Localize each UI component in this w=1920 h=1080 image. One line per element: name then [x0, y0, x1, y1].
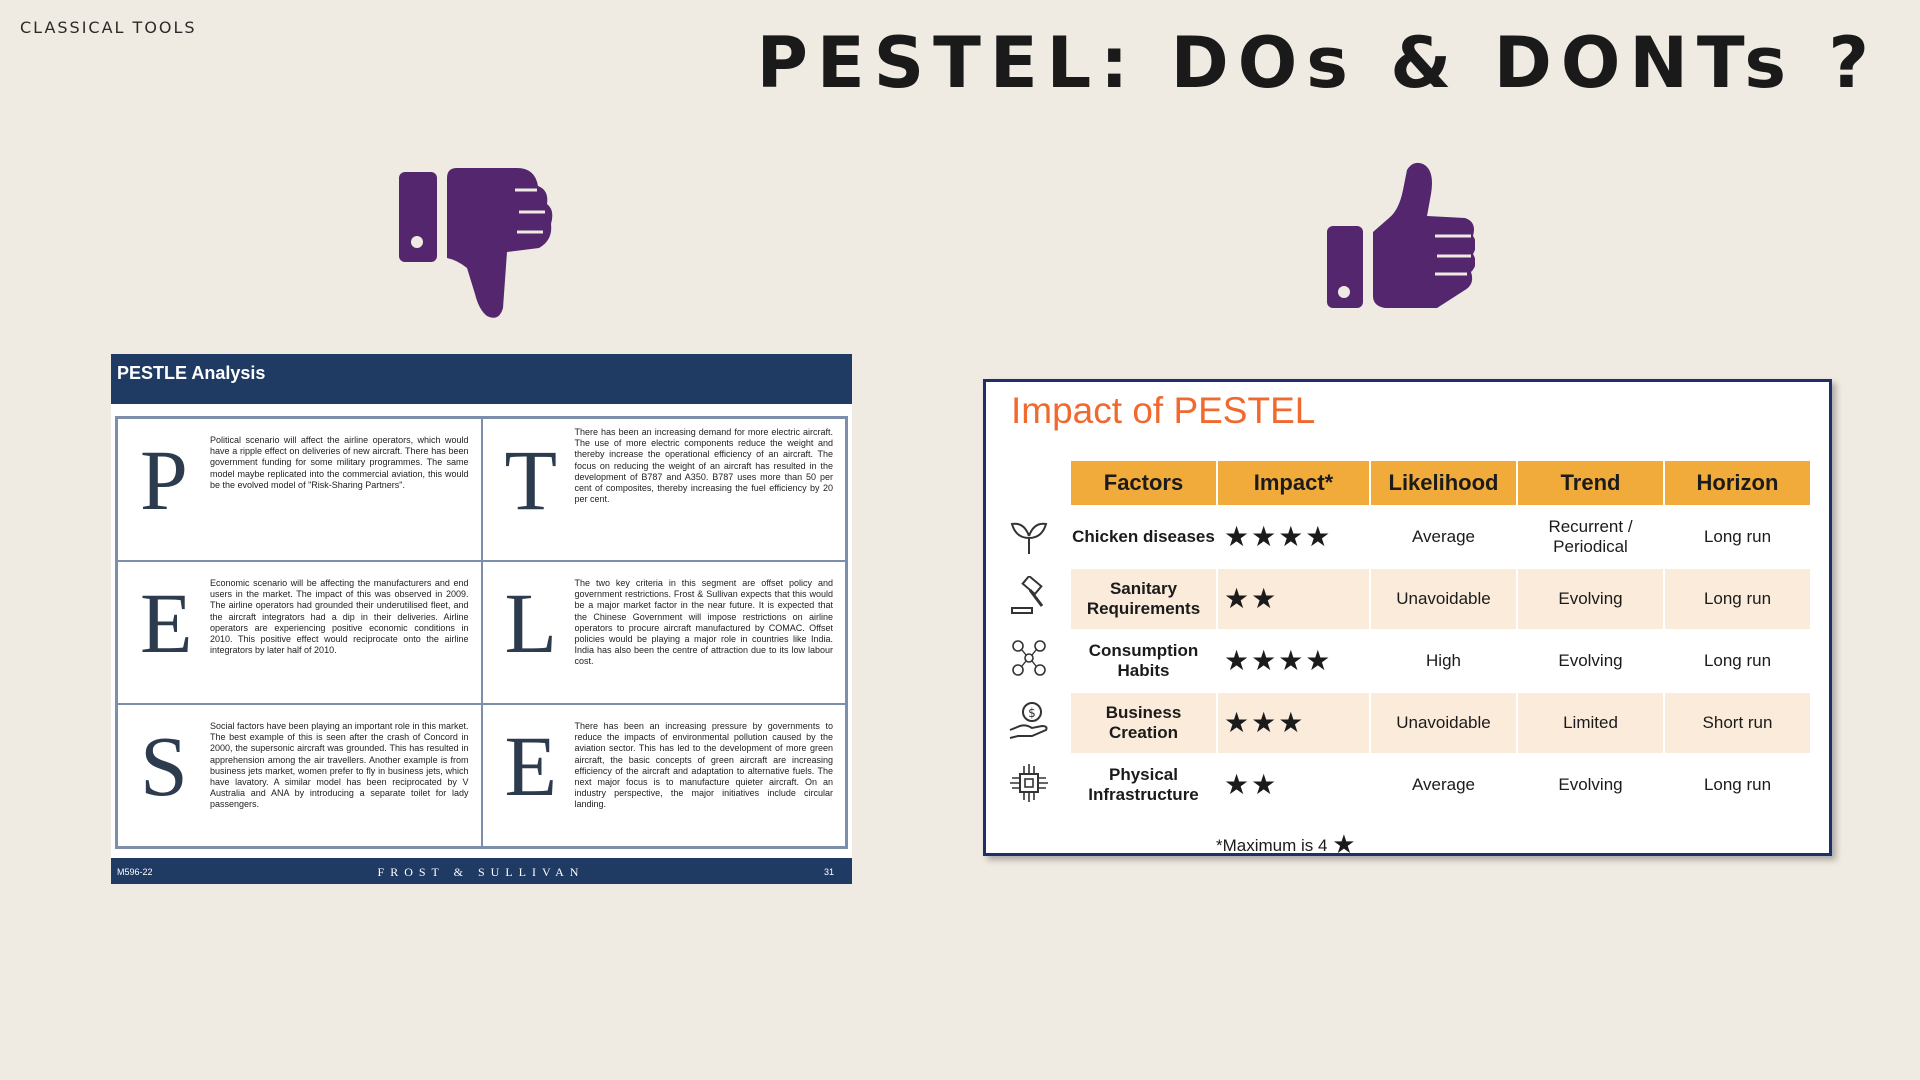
- horizon-cell: Long run: [1665, 569, 1810, 629]
- pestle-cell-economic: E Economic scenario will be affecting th…: [117, 561, 482, 704]
- factor-cell: Consumption Habits: [1088, 641, 1199, 680]
- horizon-cell: Long run: [1703, 527, 1772, 546]
- pestle-text: There has been an increasing pressure by…: [574, 721, 834, 810]
- pestle-letter: P: [140, 432, 188, 528]
- impact-stars: ★★★: [1218, 693, 1369, 753]
- doc-title: PESTLE Analysis: [117, 363, 266, 383]
- pestle-cell-social: S Social factors have been playing an im…: [117, 704, 482, 847]
- impact-table: Factors Impact* Likelihood Trend Horizon…: [1069, 459, 1812, 817]
- pestle-letter: E: [140, 575, 193, 671]
- factor-cell: Chicken diseases: [1072, 527, 1215, 546]
- column-header-trend: Trend: [1518, 461, 1663, 505]
- table-row: Chicken diseases ★★★★ Average Recurrent …: [1071, 507, 1810, 567]
- page-title: PESTEL: DOs & DONTs ?: [756, 22, 1878, 104]
- doc-footer: M596-22 FROST & SULLIVAN 31: [111, 858, 852, 884]
- impact-footnote: *Maximum is 4 ★: [1216, 829, 1356, 860]
- doc-page-number: 31: [823, 867, 834, 877]
- svg-text:$: $: [1028, 706, 1036, 720]
- horizon-cell: Short run: [1665, 693, 1810, 753]
- likelihood-cell: Unavoidable: [1371, 569, 1516, 629]
- likelihood-cell: Average: [1411, 775, 1475, 794]
- trend-cell: Evolving: [1518, 569, 1663, 629]
- pestle-text: Economic scenario will be affecting the …: [210, 578, 469, 656]
- thumbs-down-icon: [395, 160, 555, 325]
- column-header-horizon: Horizon: [1665, 461, 1810, 505]
- table-row: Consumption Habits ★★★★ High Evolving Lo…: [1071, 631, 1810, 691]
- pestle-text: The two key criteria in this segment are…: [574, 578, 834, 667]
- pestle-cell-political: P Political scenario will affect the air…: [117, 418, 482, 561]
- likelihood-cell: Average: [1411, 527, 1475, 546]
- impact-stars: ★★★★: [1224, 645, 1333, 676]
- thumbs-up-icon: [1325, 160, 1475, 310]
- doc-code: M596-22: [117, 867, 153, 877]
- table-row: Sanitary Requirements ★★ Unavoidable Evo…: [1071, 569, 1810, 629]
- pestle-text: There has been an increasing demand for …: [574, 427, 834, 505]
- pestle-cell-environmental: E There has been an increasing pressure …: [481, 704, 846, 847]
- star-icon: ★: [1332, 829, 1356, 859]
- likelihood-cell: Unavoidable: [1371, 693, 1516, 753]
- pestle-cell-legal: L The two key criteria in this segment a…: [481, 561, 846, 704]
- pestle-grid: P Political scenario will affect the air…: [115, 416, 848, 849]
- impact-stars: ★★★★: [1224, 521, 1333, 552]
- pestle-letter: S: [140, 718, 188, 814]
- pestle-text: Political scenario will affect the airli…: [210, 435, 469, 490]
- table-row: Business Creation ★★★ Unavoidable Limite…: [1071, 693, 1810, 753]
- gavel-icon: [1011, 576, 1044, 614]
- impact-card: Impact of PESTEL $ Factors Impact* Likel…: [983, 379, 1832, 859]
- factor-cell: Business Creation: [1071, 693, 1216, 753]
- people-network-icon: [1012, 640, 1046, 676]
- column-header-factors: Factors: [1071, 461, 1216, 505]
- plant-icon: [1010, 522, 1048, 554]
- horizon-cell: Long run: [1703, 775, 1772, 794]
- section-label: CLASSICAL TOOLS: [20, 18, 197, 37]
- trend-cell: Evolving: [1558, 651, 1623, 670]
- trend-cell: Recurrent / Periodical: [1548, 517, 1633, 556]
- factor-cell: Physical Infrastructure: [1088, 765, 1199, 804]
- footnote-text: *Maximum is 4: [1216, 836, 1328, 855]
- pestle-letter: L: [504, 575, 558, 671]
- factor-cell: Sanitary Requirements: [1071, 569, 1216, 629]
- column-header-likelihood: Likelihood: [1371, 461, 1516, 505]
- likelihood-cell: High: [1426, 651, 1461, 670]
- horizon-cell: Long run: [1703, 651, 1772, 670]
- pestle-letter: E: [504, 718, 558, 814]
- impact-stars: ★★: [1218, 569, 1369, 629]
- circuit-chip-icon: [1010, 764, 1048, 802]
- impact-stars: ★★: [1224, 769, 1279, 800]
- pestle-cell-technological: T There has been an increasing demand fo…: [481, 418, 846, 561]
- column-header-impact: Impact*: [1218, 461, 1369, 505]
- table-row: Physical Infrastructure ★★ Average Evolv…: [1071, 755, 1810, 815]
- money-hand-icon: $: [1009, 702, 1048, 739]
- trend-cell: Evolving: [1558, 775, 1623, 794]
- impact-title: Impact of PESTEL: [1011, 390, 1316, 431]
- pestle-document: PESTLE Analysis P Political scenario wil…: [111, 354, 852, 884]
- trend-cell: Limited: [1518, 693, 1663, 753]
- impact-table-header-row: Factors Impact* Likelihood Trend Horizon: [1071, 461, 1810, 505]
- pestle-text: Social factors have been playing an impo…: [210, 721, 469, 810]
- pestle-letter: T: [504, 432, 558, 528]
- doc-header: PESTLE Analysis: [111, 354, 852, 404]
- doc-brand: FROST & SULLIVAN: [377, 865, 585, 879]
